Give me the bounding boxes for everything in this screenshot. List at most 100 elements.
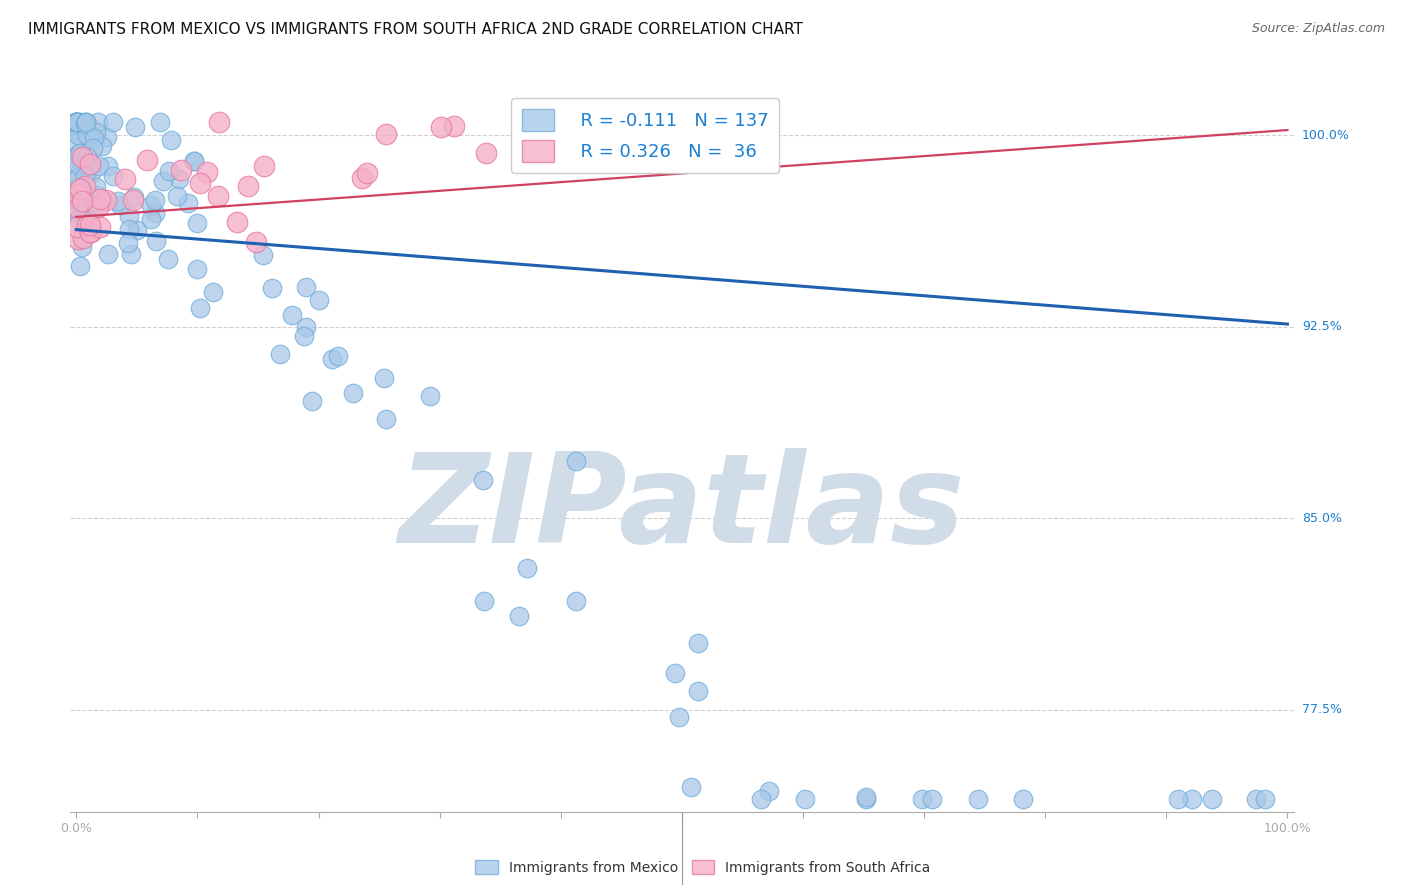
Point	[208, 115, 231, 129]
Point	[188, 176, 211, 190]
Point	[67, 189, 90, 203]
Point	[70, 183, 93, 197]
Point	[260, 281, 283, 295]
Point	[668, 710, 690, 724]
Point	[96, 129, 118, 144]
Point	[1244, 792, 1267, 806]
Point	[65, 115, 87, 129]
Point	[75, 115, 97, 129]
Point	[70, 171, 93, 186]
Point	[66, 115, 89, 129]
Point	[967, 792, 990, 806]
Point	[69, 196, 91, 211]
Point	[328, 349, 350, 363]
Point	[688, 684, 710, 698]
Point	[73, 115, 96, 129]
Point	[124, 120, 146, 134]
Point	[73, 185, 96, 199]
Point	[66, 185, 89, 199]
Point	[65, 115, 87, 129]
Point	[143, 194, 166, 208]
Point	[84, 179, 107, 194]
Point	[166, 189, 188, 203]
Point	[80, 225, 103, 239]
Point	[69, 189, 91, 203]
Point	[236, 179, 259, 194]
Point	[152, 174, 174, 188]
Point	[101, 115, 124, 129]
Point	[80, 222, 103, 236]
Point	[508, 609, 530, 624]
Point	[79, 225, 101, 239]
Point	[292, 329, 315, 343]
Point	[793, 792, 815, 806]
Point	[79, 157, 101, 171]
Point	[207, 188, 229, 202]
Point	[72, 231, 94, 245]
Point	[374, 128, 396, 142]
Point	[108, 198, 131, 212]
Point	[97, 159, 120, 173]
Point	[120, 247, 142, 261]
Point	[79, 131, 101, 145]
Point	[117, 235, 139, 250]
Point	[294, 319, 316, 334]
Point	[167, 171, 190, 186]
Point	[76, 186, 98, 200]
Text: Source: ZipAtlas.com: Source: ZipAtlas.com	[1251, 22, 1385, 36]
Point	[107, 194, 129, 208]
Point	[73, 117, 96, 131]
Point	[443, 119, 465, 133]
Point	[67, 158, 90, 172]
Point	[66, 232, 89, 246]
Point	[65, 115, 87, 129]
Point	[342, 386, 364, 401]
Point	[69, 126, 91, 140]
Point	[67, 198, 90, 212]
Point	[66, 147, 89, 161]
Point	[73, 179, 96, 194]
Point	[69, 179, 91, 194]
Point	[69, 115, 91, 129]
Text: 100.0%: 100.0%	[1302, 128, 1350, 142]
Point	[280, 308, 302, 322]
Point	[1167, 792, 1189, 806]
Point	[177, 196, 200, 211]
Point	[89, 159, 111, 173]
Point	[160, 132, 183, 146]
Point	[66, 206, 89, 220]
Point	[202, 285, 225, 299]
Point	[688, 636, 710, 650]
Point	[69, 156, 91, 170]
Point	[65, 171, 87, 186]
Point	[84, 125, 107, 139]
Point	[90, 138, 112, 153]
Point	[295, 280, 318, 294]
Point	[186, 216, 208, 230]
Point	[183, 154, 205, 169]
Point	[758, 784, 780, 798]
Point	[65, 190, 87, 204]
Point	[911, 792, 934, 806]
Point	[471, 474, 494, 488]
Point	[252, 248, 274, 262]
Point	[183, 154, 205, 169]
Point	[145, 235, 167, 249]
Point	[66, 115, 89, 129]
Point	[245, 235, 267, 249]
Point	[145, 206, 167, 220]
Point	[72, 132, 94, 146]
Point	[65, 172, 87, 186]
Point	[65, 115, 87, 129]
Point	[87, 200, 110, 214]
Point	[65, 205, 87, 219]
Point	[76, 128, 98, 142]
Point	[66, 128, 89, 142]
Point	[82, 141, 104, 155]
Point	[69, 146, 91, 161]
Point	[1254, 792, 1277, 806]
Point	[301, 394, 323, 409]
Point	[157, 163, 180, 178]
Point	[67, 123, 90, 137]
Point	[97, 247, 120, 261]
